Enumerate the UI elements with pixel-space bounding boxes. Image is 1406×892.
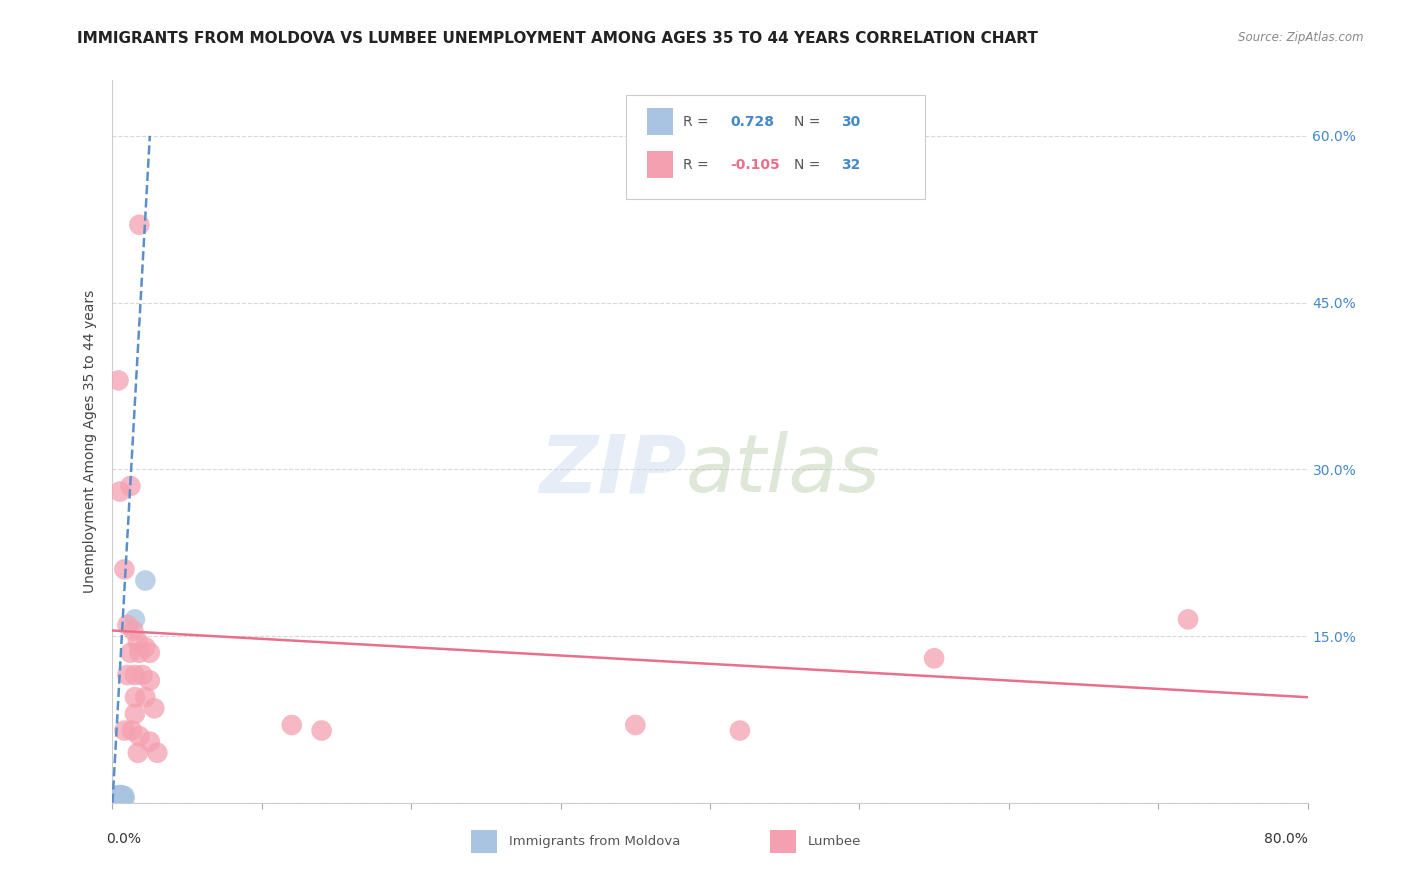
Point xyxy=(107,789,129,804)
Point xyxy=(134,574,156,588)
Bar xyxy=(770,830,796,854)
Point xyxy=(105,789,128,804)
FancyBboxPatch shape xyxy=(627,95,925,200)
Point xyxy=(108,484,131,499)
Point xyxy=(121,723,143,738)
Point xyxy=(104,790,127,805)
Point xyxy=(103,794,125,808)
Point xyxy=(103,792,125,806)
Point xyxy=(131,668,153,682)
Text: Lumbee: Lumbee xyxy=(808,835,862,848)
Point xyxy=(134,640,156,655)
Point xyxy=(139,646,162,660)
Point xyxy=(105,791,128,805)
Bar xyxy=(647,151,673,178)
Text: N =: N = xyxy=(794,158,824,171)
Point xyxy=(111,789,134,804)
Point xyxy=(281,718,304,732)
Point xyxy=(110,790,132,805)
Text: 80.0%: 80.0% xyxy=(1264,831,1308,846)
Point xyxy=(104,794,127,808)
Point xyxy=(728,723,751,738)
Point xyxy=(124,706,146,721)
Point xyxy=(127,634,149,648)
Point xyxy=(1177,612,1199,626)
Point xyxy=(114,723,135,738)
Point xyxy=(104,792,127,806)
Point xyxy=(110,789,132,804)
Bar xyxy=(647,108,673,136)
Point xyxy=(139,734,162,748)
Point xyxy=(120,646,142,660)
Point xyxy=(104,791,127,805)
Text: 32: 32 xyxy=(842,158,860,171)
Text: R =: R = xyxy=(682,115,713,128)
Point xyxy=(105,794,128,808)
Point xyxy=(105,790,128,805)
Text: Source: ZipAtlas.com: Source: ZipAtlas.com xyxy=(1239,31,1364,45)
Point xyxy=(107,373,129,387)
Point xyxy=(111,790,134,805)
Point xyxy=(624,718,647,732)
Text: -0.105: -0.105 xyxy=(730,158,780,171)
Point xyxy=(114,562,135,576)
Text: R =: R = xyxy=(682,158,713,171)
Text: atlas: atlas xyxy=(686,432,882,509)
Bar xyxy=(471,830,498,854)
Y-axis label: Unemployment Among Ages 35 to 44 years: Unemployment Among Ages 35 to 44 years xyxy=(83,290,97,593)
Text: 0.0%: 0.0% xyxy=(107,831,142,846)
Point xyxy=(311,723,333,738)
Point xyxy=(139,673,162,688)
Point xyxy=(108,789,131,804)
Point xyxy=(108,791,131,805)
Point xyxy=(127,746,149,760)
Point xyxy=(107,790,129,805)
Point xyxy=(110,788,132,802)
Point xyxy=(107,788,129,802)
Point xyxy=(117,618,139,632)
Point xyxy=(117,668,139,682)
Point xyxy=(143,701,166,715)
Text: IMMIGRANTS FROM MOLDOVA VS LUMBEE UNEMPLOYMENT AMONG AGES 35 TO 44 YEARS CORRELA: IMMIGRANTS FROM MOLDOVA VS LUMBEE UNEMPL… xyxy=(77,31,1038,46)
Point xyxy=(134,690,156,705)
Point xyxy=(128,646,150,660)
Point xyxy=(108,790,131,805)
Point xyxy=(107,792,129,806)
Point xyxy=(124,668,146,682)
Point xyxy=(122,624,145,638)
Point xyxy=(146,746,169,760)
Point xyxy=(124,612,146,626)
Text: N =: N = xyxy=(794,115,824,128)
Point xyxy=(114,791,135,805)
Point xyxy=(107,791,129,805)
Point xyxy=(114,789,135,804)
Point xyxy=(120,479,142,493)
Text: Immigrants from Moldova: Immigrants from Moldova xyxy=(509,835,681,848)
Point xyxy=(922,651,945,665)
Text: 0.728: 0.728 xyxy=(730,115,775,128)
Point xyxy=(128,729,150,743)
Text: ZIP: ZIP xyxy=(538,432,686,509)
Point xyxy=(128,218,150,232)
Text: 30: 30 xyxy=(842,115,860,128)
Point xyxy=(110,791,132,805)
Point xyxy=(124,690,146,705)
Point xyxy=(105,792,128,806)
Point xyxy=(108,792,131,806)
